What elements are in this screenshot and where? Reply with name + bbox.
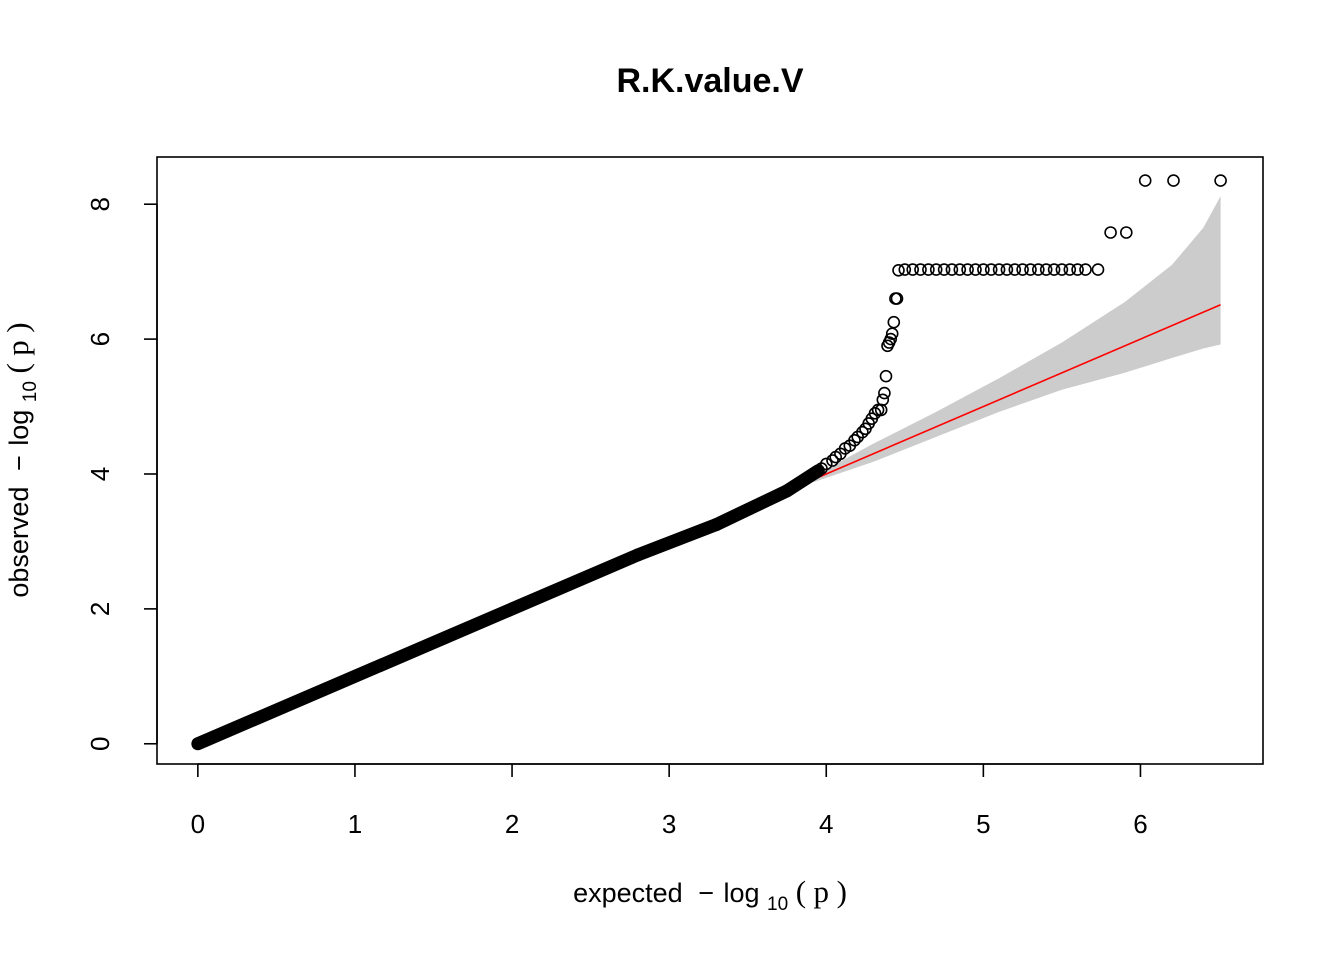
data-point-50 [1071,263,1084,276]
x-tick-label-3: 3 [662,809,676,839]
data-point-28 [898,263,912,276]
data-point-34 [945,263,959,276]
data-point-37 [969,263,982,276]
x-tick-label-1: 1 [348,809,362,839]
data-point-42 [1008,263,1022,276]
dense-points-layer [191,464,825,751]
data-point-30 [914,263,927,276]
data-point-14 [868,406,882,420]
x-tick-label-2: 2 [505,809,519,839]
data-point-47 [1047,263,1061,276]
data-point-52 [1091,263,1105,276]
x-tick-label-6: 6 [1133,809,1147,839]
data-point-55 [1138,174,1152,187]
data-point-41 [1000,263,1014,276]
data-point-8 [848,433,861,447]
data-point-38 [977,263,990,276]
y-axis: 0 2 4 6 8 [85,197,158,751]
data-point-27 [892,263,905,277]
y-tick-label-8: 8 [85,197,115,211]
y-tick-label-0: 0 [85,737,115,751]
data-point-45 [1032,263,1045,276]
x-axis-label-base: 10 [767,894,788,915]
confidence-band [813,196,1221,483]
x-axis-label-var: p [814,874,830,909]
y-axis-label-close-paren: ) [0,322,35,332]
data-point-29 [906,263,920,276]
x-axis: 0 1 2 3 4 5 6 [191,763,1148,839]
dense-points-3 [709,484,794,532]
reference-line-layer [813,303,1221,481]
data-point-33 [937,263,951,276]
data-point-57 [1214,174,1227,187]
data-point-43 [1016,263,1029,276]
data-point-26 [890,292,904,305]
data-point-15 [871,403,885,417]
data-point-35 [953,263,967,276]
data-point-44 [1024,263,1037,276]
confidence-band-layer [813,196,1221,483]
data-point-53 [1104,226,1117,239]
x-axis-label-prefix: expected [573,878,683,908]
plot-area-frame [156,156,1264,765]
y-axis-label-base: 10 [20,381,41,402]
data-point-3 [826,454,839,467]
dense-points-1 [191,548,645,751]
y-tick-label-4: 4 [85,467,115,481]
points-layer [815,174,1227,475]
data-point-17 [876,393,890,407]
data-point-51 [1079,263,1092,276]
data-point-48 [1055,263,1069,276]
data-point-39 [984,263,998,276]
chart-title: R.K.value.V [616,62,803,100]
y-axis-label-open-paren: ( [0,363,35,373]
x-axis-label-close-paren: ) [837,874,847,909]
x-axis-label-log: log [724,878,760,908]
data-point-10 [856,425,869,439]
x-axis-label: expected − log 10 ( p ) [573,874,847,916]
data-point-2 [819,457,833,471]
data-point-24 [887,315,901,329]
y-tick-label-2: 2 [85,602,115,616]
dense-points-4 [780,464,825,498]
x-tick-label-0: 0 [191,809,205,839]
reference-line [813,303,1221,481]
data-point-49 [1063,263,1077,276]
data-point-31 [922,263,935,276]
data-point-54 [1120,226,1133,239]
data-point-40 [992,263,1006,276]
x-tick-label-4: 4 [819,809,833,839]
y-axis-label: observed − log 10 ( p ) [0,322,42,597]
data-point-18 [878,386,891,400]
y-axis-label-minus: − [4,455,34,471]
data-point-32 [929,263,943,276]
x-axis-label-minus: − [698,878,714,908]
data-point-46 [1039,263,1053,276]
y-axis-label-prefix: observed [4,487,34,598]
dense-points-2 [631,518,723,562]
data-point-36 [961,263,974,276]
data-point-19 [879,369,893,383]
y-axis-label-var: p [0,340,35,356]
data-point-56 [1167,174,1180,187]
y-tick-label-6: 6 [85,332,115,346]
y-axis-label-log: log [4,410,34,446]
x-axis-label-open-paren: ( [796,874,806,909]
data-point-22 [884,332,898,346]
x-tick-label-5: 5 [976,809,990,839]
